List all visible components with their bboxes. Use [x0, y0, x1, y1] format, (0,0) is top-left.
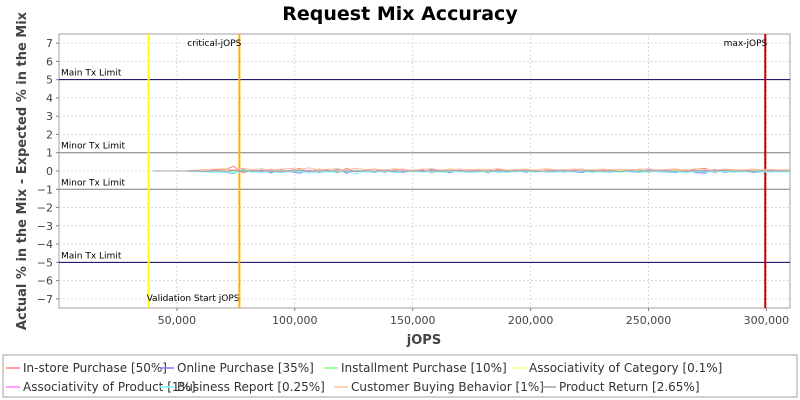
marker-label: Validation Start jOPS [147, 294, 240, 304]
series-lines [153, 165, 791, 175]
y-tick-label: −6 [37, 275, 53, 288]
x-tick-label: 50,000 [158, 314, 197, 327]
legend-item-label: Installment Purchase [10%] [341, 361, 507, 375]
x-tick-label: 200,000 [508, 314, 554, 327]
legend-item-label: Business Report [0.25%] [177, 380, 325, 394]
legend-item-label: Online Purchase [35%] [177, 361, 314, 375]
legend-item-label: Customer Buying Behavior [1%] [351, 380, 544, 394]
y-axis-ticks: −7 −6 −5 −4 −3 −2 −1 0 1 2 3 4 5 6 7 [37, 37, 59, 306]
y-tick-label: −4 [37, 238, 53, 251]
y-tick-label: 5 [46, 74, 53, 87]
marker-label: max-jOPS [724, 39, 768, 49]
x-tick-label: 300,000 [744, 314, 790, 327]
y-tick-label: 4 [46, 92, 53, 105]
y-tick-label: −3 [37, 220, 53, 233]
y-tick-label: 1 [46, 147, 53, 160]
x-tick-label: 100,000 [272, 314, 318, 327]
y-tick-label: 2 [46, 128, 53, 141]
x-axis-ticks: 50,000 100,000 150,000 200,000 250,000 300,00… [158, 308, 790, 327]
y-tick-label: −1 [37, 183, 53, 196]
x-tick-label: 150,000 [390, 314, 436, 327]
y-axis-label: Actual % in the Mix - Expected % in the … [15, 11, 30, 330]
limit-line-label: Main Tx Limit [61, 69, 122, 79]
x-axis-label: jOPS [406, 333, 441, 348]
series-line [153, 167, 791, 172]
y-tick-label: 7 [46, 37, 53, 50]
legend-item-label: Associativity of Category [0.1%] [529, 361, 722, 375]
legend-item-label: Associativity of Product [1%] [23, 380, 196, 394]
y-tick-label: 0 [46, 165, 53, 178]
legend-box [2, 354, 798, 398]
legend: In-store Purchase [50%] Online Purchase [… [2, 354, 798, 398]
y-tick-label: −7 [37, 293, 53, 306]
y-tick-label: −5 [37, 256, 53, 269]
limit-line-label: Minor Tx Limit [61, 142, 126, 152]
y-tick-label: −2 [37, 202, 53, 215]
marker-label: critical-jOPS [187, 39, 241, 49]
y-tick-label: 6 [46, 55, 53, 68]
limit-lines: Main Tx Limit Minor Tx Limit Minor Tx Limi… [59, 69, 790, 263]
legend-item-label: Product Return [2.65%] [559, 380, 700, 394]
y-tick-label: 3 [46, 110, 53, 123]
limit-line-label: Main Tx Limit [61, 251, 122, 261]
chart-title: Request Mix Accuracy [282, 3, 518, 25]
legend-item-label: In-store Purchase [50%] [23, 361, 167, 375]
x-tick-label: 250,000 [626, 314, 672, 327]
limit-line-label: Minor Tx Limit [61, 178, 126, 188]
series-line [153, 169, 791, 172]
